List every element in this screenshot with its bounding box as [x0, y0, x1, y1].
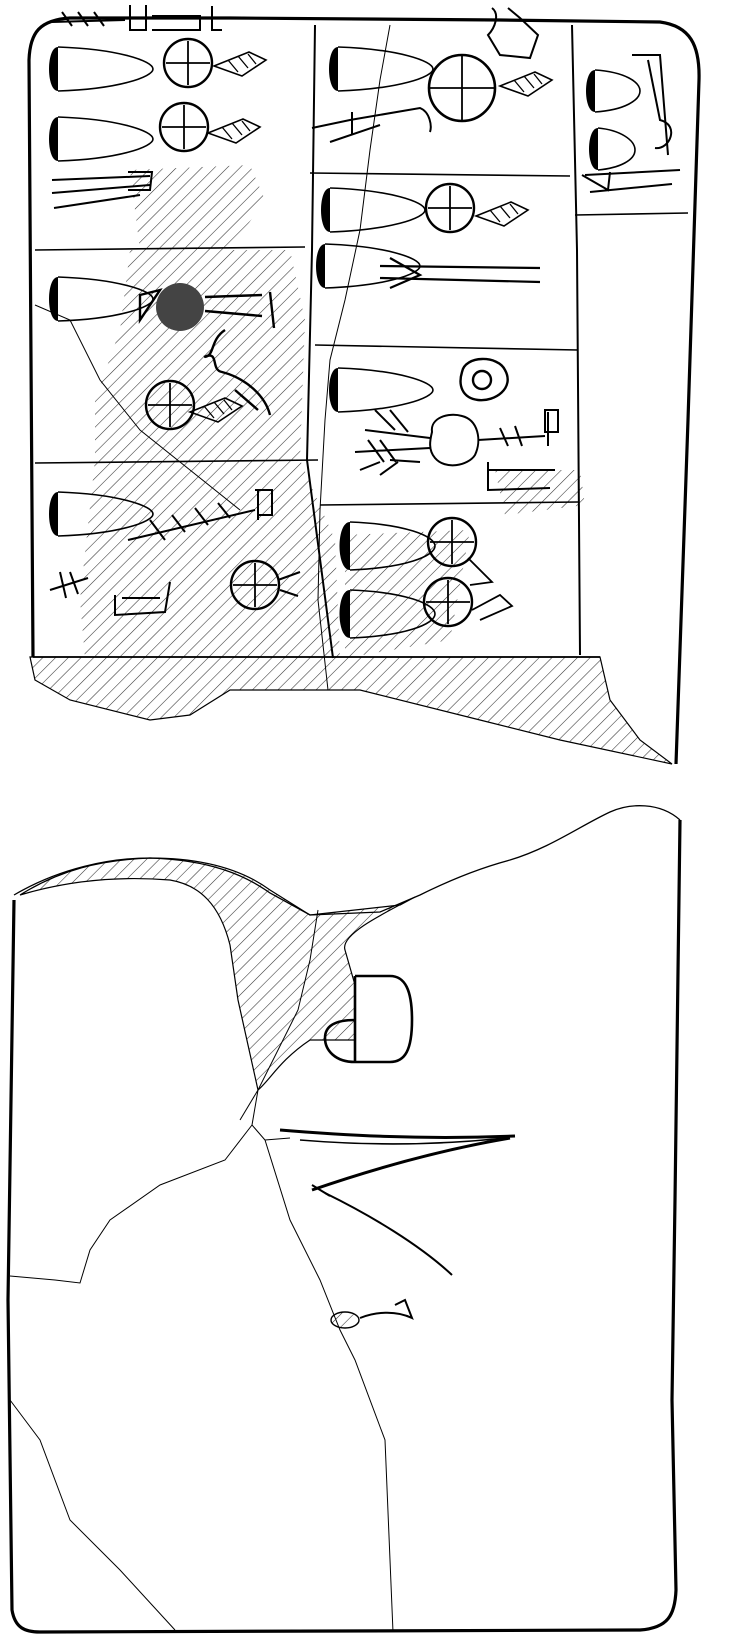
wedge-group-sign [379, 257, 541, 290]
tablet-outline [27, 16, 701, 765]
eye-sign [586, 69, 641, 113]
eye-sign [320, 187, 426, 233]
eye-sign [48, 116, 154, 162]
double-circle-sign [459, 357, 509, 402]
crossed-circle-sign [422, 576, 474, 628]
crossed-circle-sign [427, 53, 497, 123]
tablet-edge-break [13, 805, 681, 916]
damage-hatch-area [29, 656, 673, 765]
wedge-group-sign [138, 288, 276, 416]
damage-hatch-area [495, 470, 585, 515]
wedge-group-sign [581, 54, 681, 193]
seal-dot [156, 283, 204, 331]
damage-hatch-area [95, 250, 305, 460]
wedge-group-sign [311, 7, 540, 143]
wedge-group-sign [279, 1128, 516, 1276]
leaf-sign [499, 71, 553, 97]
crossed-circle-sign [424, 182, 476, 234]
tablet-outline [6, 819, 682, 1634]
tablet-reverse [6, 805, 682, 1634]
half-circle-sign [323, 974, 414, 1064]
small-oval-sign [330, 1298, 414, 1329]
wedge-group-sign [51, 171, 154, 209]
crossed-circle-sign [229, 559, 281, 611]
leaf-sign [213, 51, 267, 77]
tablet-obverse [27, 5, 701, 765]
eye-sign [328, 367, 434, 413]
tree-sign [354, 409, 559, 492]
branch-sign [127, 489, 273, 541]
crossed-circle-sign [144, 379, 196, 431]
leaf-sign [207, 118, 261, 144]
sign-top-fragment [51, 5, 222, 31]
leaf-sign [475, 201, 529, 227]
wedge-group-sign [467, 557, 514, 621]
crack-lines [9, 909, 394, 1633]
eye-sign [48, 46, 154, 92]
wedge-group-sign [49, 571, 301, 617]
eye-sign [328, 46, 434, 92]
ruling-lines [33, 24, 689, 659]
damage-hatch-area [80, 460, 340, 658]
crossed-circle-sign [158, 101, 210, 153]
crossed-circle-sign [162, 37, 214, 89]
damage-hatch-area [130, 165, 265, 250]
eye-sign [589, 127, 636, 171]
